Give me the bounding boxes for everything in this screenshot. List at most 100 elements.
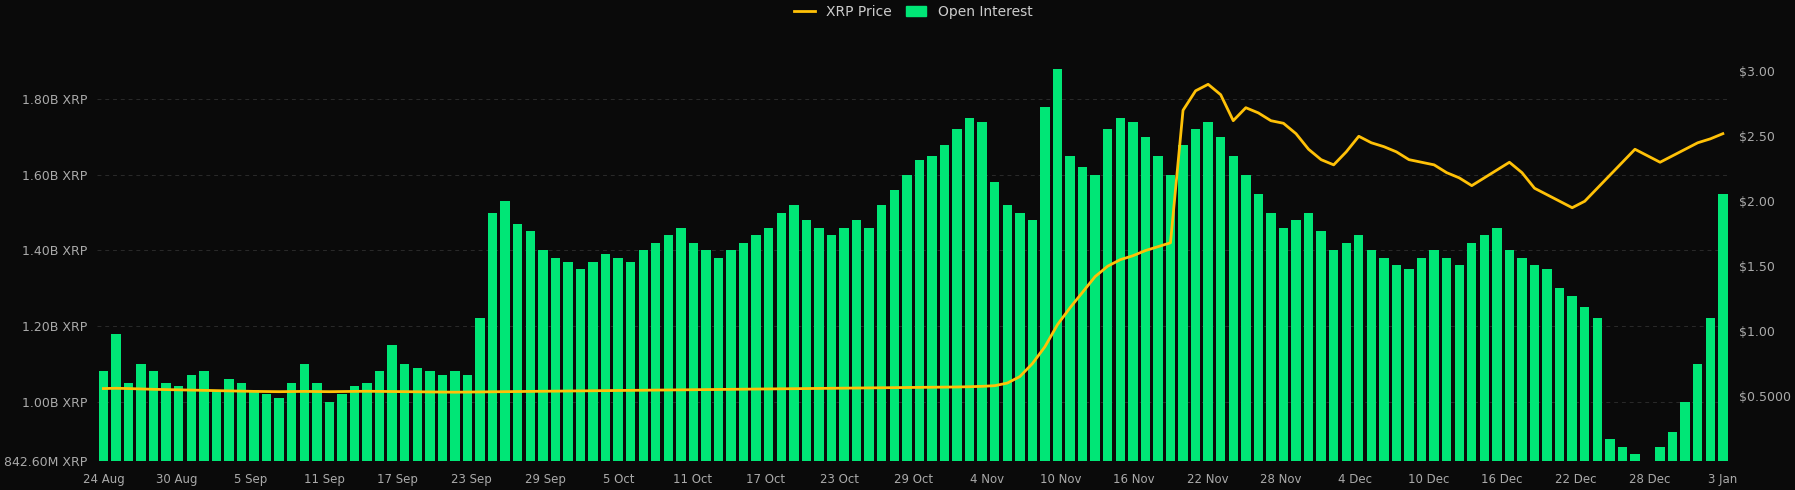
Bar [1504,250,1515,490]
Bar [451,371,460,490]
Bar [1278,228,1289,490]
Bar [878,205,887,490]
Bar [740,243,749,490]
Bar [941,145,950,490]
Bar [1554,288,1565,490]
Bar [325,401,334,490]
Bar [903,175,912,490]
Bar [1467,243,1477,490]
Bar [275,398,284,490]
Bar [212,390,221,490]
Bar [714,258,723,490]
Bar [1391,266,1402,490]
Bar [815,228,824,490]
Bar [513,224,522,490]
Bar [438,375,447,490]
Bar [1041,107,1050,490]
Bar [827,235,836,490]
Bar [1680,401,1689,490]
Bar [350,387,359,490]
Bar [664,235,673,490]
Bar [639,250,648,490]
Bar [425,371,434,490]
Bar [1642,462,1651,490]
Bar [1115,118,1125,490]
Bar [1517,258,1528,490]
Bar [564,262,573,490]
Bar [1630,454,1639,490]
Bar [890,190,899,490]
Bar [1353,235,1364,490]
Bar [626,262,635,490]
Bar [1054,69,1063,490]
Bar [1203,122,1213,490]
Bar [187,375,196,490]
Bar [790,205,799,490]
Bar [149,371,158,490]
Bar [488,213,497,490]
Bar [677,228,686,490]
Bar [111,334,120,490]
Bar [1291,220,1301,490]
Bar [601,254,610,490]
Bar [752,235,761,490]
Bar [1705,318,1714,490]
Bar [589,262,598,490]
Bar [915,160,924,490]
Bar [1178,145,1188,490]
Bar [1366,250,1377,490]
Bar [1077,167,1088,490]
Bar [413,368,422,490]
Bar [1592,318,1601,490]
Bar [1016,213,1025,490]
Bar [224,379,233,490]
Bar [840,228,849,490]
Bar [1066,156,1075,490]
Bar [802,220,811,490]
Bar [1580,307,1589,490]
Bar [1127,122,1138,490]
Bar [765,228,774,490]
Bar [1605,440,1614,490]
Bar [1029,220,1038,490]
Bar [199,371,208,490]
Bar [124,383,133,490]
Bar [1441,258,1452,490]
Bar [99,371,108,490]
Bar [1253,194,1264,490]
Bar [1316,231,1327,490]
Bar [928,156,937,490]
Bar [300,364,309,490]
Bar [727,250,736,490]
Bar [136,364,145,490]
Bar [1404,270,1414,490]
Bar [250,390,258,490]
Bar [1479,235,1490,490]
Bar [1693,364,1702,490]
Bar [312,383,321,490]
Bar [991,182,1000,490]
Bar [1429,250,1440,490]
Bar [1328,250,1339,490]
Bar [501,201,510,490]
Bar [476,318,485,490]
Bar [1492,228,1502,490]
Bar [538,250,547,490]
Bar [652,243,661,490]
Bar [400,364,409,490]
Bar [853,220,862,490]
Bar [526,231,535,490]
Bar [363,383,372,490]
Bar [1240,175,1251,490]
Bar [337,394,346,490]
Bar [689,243,698,490]
Bar [1165,175,1176,490]
Bar [953,129,962,490]
Bar [1567,296,1576,490]
Bar [551,258,560,490]
Bar [174,387,183,490]
Bar [463,375,472,490]
Bar [287,383,296,490]
Bar [576,270,585,490]
Bar [1228,156,1239,490]
